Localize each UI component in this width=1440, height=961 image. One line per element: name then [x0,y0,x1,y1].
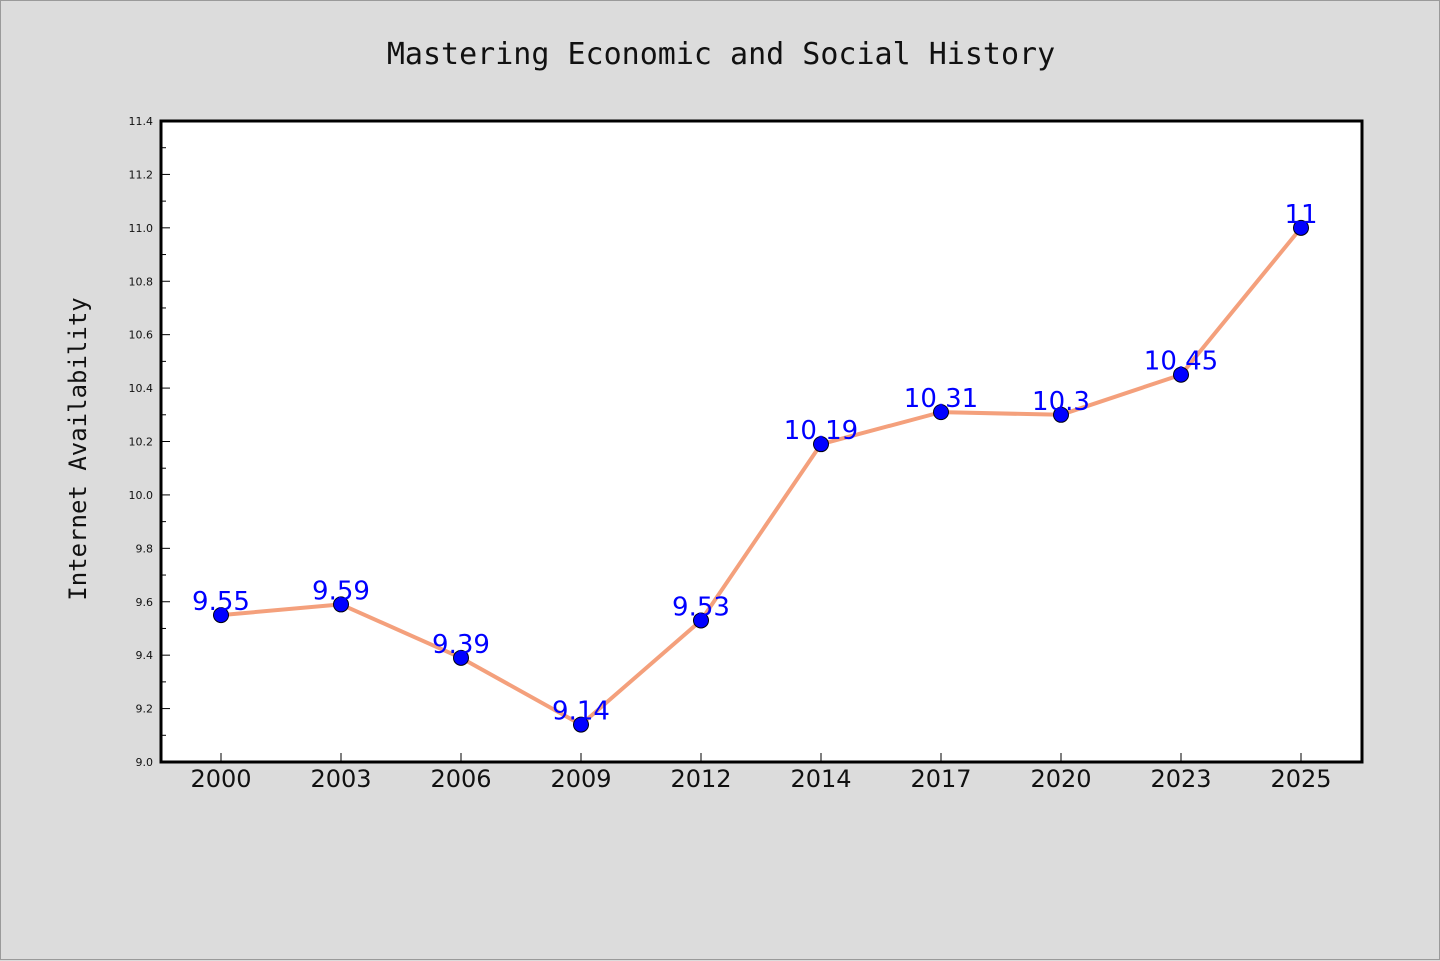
data-point [933,404,949,421]
data-label: 9.55 [192,587,250,617]
y-tick-label: 10.4 [129,382,154,395]
data-point [813,436,829,453]
x-tick-label: 2023 [1150,765,1211,793]
x-tick-label: 2003 [310,765,371,793]
y-tick-label: 9.4 [136,649,154,662]
y-tick-label: 9.2 [136,703,154,716]
data-label: 10.31 [904,384,978,414]
y-tick-label: 9.0 [136,756,154,769]
data-label: 11 [1284,200,1317,230]
x-tick-label: 2025 [1270,765,1331,793]
x-axis-ticks: 2000 2003 2006 2009 2012 2014 2017 2020 2023 2025 [190,753,1332,793]
y-tick-label: 10.0 [129,489,154,502]
data-point [453,649,469,666]
series-group: 9.55 9.59 9.39 9.14 9.53 10.19 10.31 10.3 10.45 1… [192,200,1318,733]
y-tick-label: 9.6 [136,596,154,609]
plot-area [161,121,1362,762]
data-label: 9.39 [432,630,490,660]
y-axis-ticks: 9.0 9.2 9.4 9.6 9.8 10.0 10.2 10.4 10.6 10.8 11.0 1… [129,115,170,769]
data-point [333,596,349,613]
y-tick-label: 11.0 [129,222,154,235]
x-tick-label: 2000 [190,765,251,793]
data-point [693,612,709,629]
data-point [1173,366,1189,383]
x-tick-label: 2012 [670,765,731,793]
y-tick-label: 10.6 [129,329,154,342]
data-label: 10.45 [1144,347,1218,377]
y-tick-label: 11.2 [129,168,154,181]
y-tick-label: 11.4 [129,115,154,128]
data-point [1053,406,1069,423]
y-tick-label: 9.8 [136,542,154,555]
x-tick-label: 2009 [550,765,611,793]
chart-title: Mastering Economic and Social History [387,37,1055,72]
data-label: 9.59 [312,576,370,606]
data-point [1293,219,1309,236]
data-label: 10.19 [784,416,858,446]
x-tick-label: 2014 [790,765,851,793]
x-tick-label: 2006 [430,765,491,793]
data-label: 9.53 [672,592,730,622]
plot-border [159,119,1364,764]
y-axis-label: Internet Availability [64,297,92,600]
x-tick-label: 2020 [1030,765,1091,793]
y-tick-label: 10.2 [129,436,154,449]
series-line [220,226,1303,727]
y-tick-label: 10.8 [129,275,154,288]
x-tick-label: 2017 [910,765,971,793]
data-label: 9.14 [552,697,610,727]
data-point [573,716,589,733]
data-label: 10.3 [1032,387,1090,417]
data-point [213,607,229,624]
